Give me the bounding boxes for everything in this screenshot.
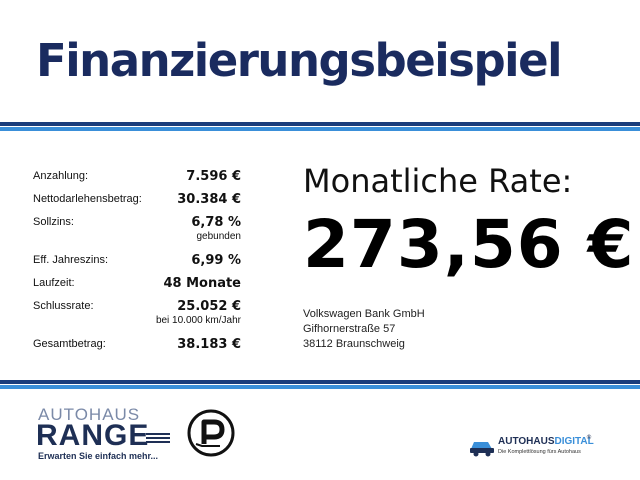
range-logo-stripes xyxy=(146,433,170,445)
digital-logo-slogan: Die Komplettlösung fürs Autohaus xyxy=(498,449,581,455)
row-label: Gesamtbetrag: xyxy=(33,338,106,350)
digital-logo-name: AUTOHAUSDIGITAL xyxy=(498,436,594,447)
digital-logo-name-part2: DIGITAL xyxy=(554,436,594,447)
row-value: 38.183 € xyxy=(177,337,241,352)
p-circle-logo-icon xyxy=(186,408,236,458)
car-icon xyxy=(470,442,494,457)
bank-city: 38112 Braunschweig xyxy=(303,338,405,350)
range-logo-top: AUTOHAUS xyxy=(38,405,141,424)
row-label: Nettodarlehensbetrag: xyxy=(33,193,142,205)
row-value: 6,78 % xyxy=(191,215,241,230)
divider-top-dark xyxy=(0,122,640,126)
row-label: Sollzins: xyxy=(33,216,74,228)
row-value: 25.052 € xyxy=(177,299,241,314)
divider-bottom-dark xyxy=(0,380,640,384)
range-logo-name: RANGE xyxy=(36,419,150,452)
row-value: 30.384 € xyxy=(177,192,241,207)
autohaus-digital-logo: AUTOHAUSDIGITAL ® Die Komplettlösung für… xyxy=(468,434,618,464)
bank-name: Volkswagen Bank GmbH xyxy=(303,308,425,320)
row-label: Schlussrate: xyxy=(33,300,94,312)
row-label: Anzahlung: xyxy=(33,170,89,182)
row-value: 48 Monate xyxy=(163,276,241,291)
row-sub: bei 10.000 km/Jahr xyxy=(155,315,241,326)
page-title: Finanzierungsbeispiel xyxy=(36,34,563,87)
divider-bottom-light xyxy=(0,385,640,389)
bank-street: Gifhornerstraße 57 xyxy=(303,323,396,335)
row-value: 6,99 % xyxy=(191,253,241,268)
monthly-rate-label: Monatliche Rate: xyxy=(303,162,573,200)
row-label: Laufzeit: xyxy=(33,277,75,289)
row-sub: gebunden xyxy=(196,231,242,242)
row-value: 7.596 € xyxy=(186,169,241,184)
digital-logo-name-part1: AUTOHAUS xyxy=(498,436,555,447)
divider-top-light xyxy=(0,127,640,131)
range-logo-tagline: Erwarten Sie einfach mehr... xyxy=(38,451,159,461)
bank-address: Volkswagen Bank GmbH Gifhornerstraße 57 … xyxy=(303,307,425,352)
monthly-rate-value: 273,56 € xyxy=(303,206,635,283)
autohaus-range-logo: AUTOHAUS RANGE Erwarten Sie einfach mehr… xyxy=(36,405,176,465)
digital-logo-reg: ® xyxy=(586,434,592,441)
row-label: Eff. Jahreszins: xyxy=(33,254,108,266)
